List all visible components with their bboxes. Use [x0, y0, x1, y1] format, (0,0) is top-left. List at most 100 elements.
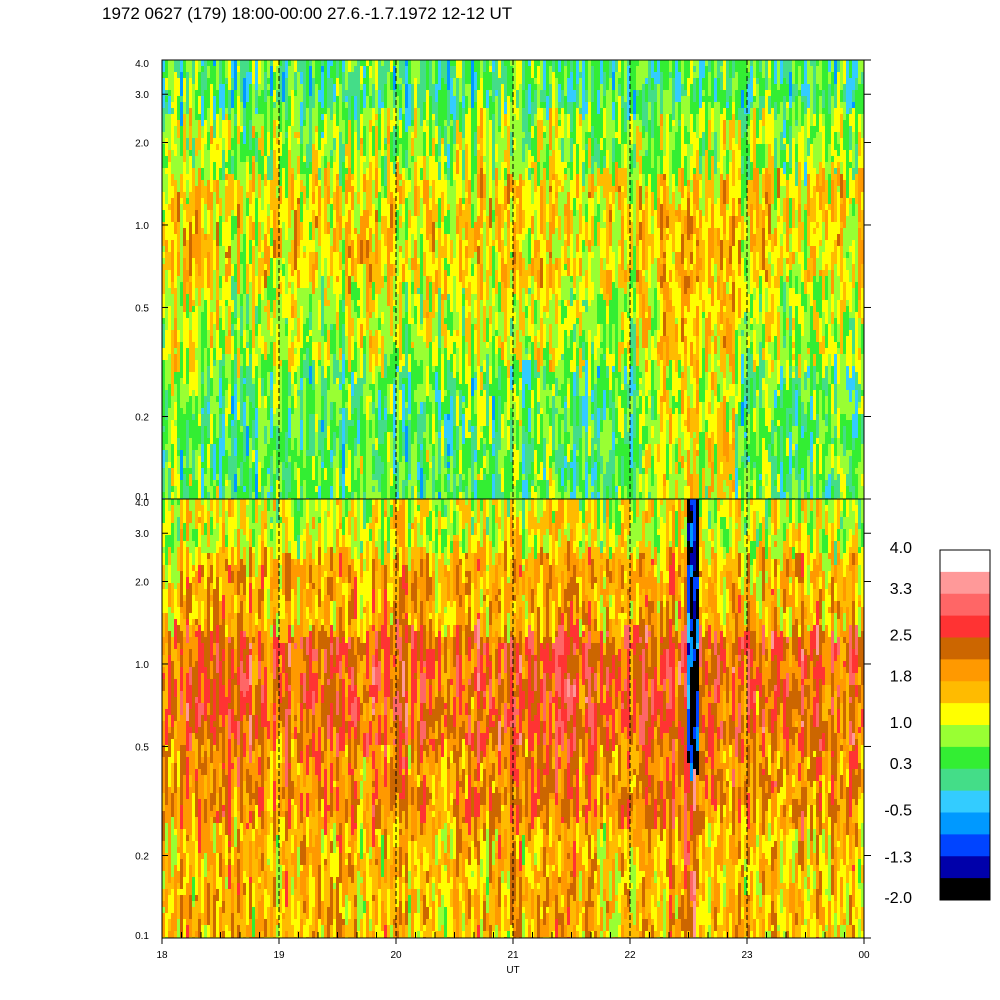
heatmap-cell	[459, 198, 463, 211]
heatmap-cell	[447, 300, 451, 331]
heatmap-cell	[444, 318, 448, 325]
heatmap-cell	[654, 294, 658, 325]
heatmap-cell	[183, 474, 187, 487]
heatmap-cell	[486, 300, 490, 319]
heatmap-cell	[729, 216, 733, 247]
heatmap-cell	[390, 228, 394, 253]
heatmap-cell	[699, 180, 703, 199]
heatmap-cell	[162, 264, 166, 295]
heatmap-cell	[396, 126, 400, 151]
heatmap-cell	[180, 198, 184, 205]
heatmap-cell	[621, 84, 625, 97]
heatmap-cell	[579, 414, 583, 439]
heatmap-cell	[321, 378, 325, 397]
heatmap-cell	[279, 204, 283, 229]
heatmap-cell	[513, 354, 517, 385]
heatmap-cell	[612, 72, 616, 91]
heatmap-cell	[414, 270, 418, 295]
heatmap-cell	[621, 288, 625, 313]
heatmap-cell	[450, 336, 454, 355]
heatmap-cell	[546, 168, 550, 181]
heatmap-cell	[243, 192, 247, 217]
heatmap-cell	[195, 282, 199, 289]
heatmap-cell	[435, 180, 439, 205]
heatmap-cell	[258, 216, 262, 223]
heatmap-cell	[486, 132, 490, 163]
heatmap-cell	[249, 414, 253, 439]
heatmap-cell	[252, 420, 256, 451]
heatmap-cell	[630, 468, 634, 481]
heatmap-cell	[360, 474, 364, 499]
heatmap-cell	[318, 90, 322, 97]
heatmap-cell	[531, 162, 535, 169]
heatmap-cell	[504, 342, 508, 367]
heatmap-cell	[678, 354, 682, 361]
heatmap-cell	[735, 216, 739, 229]
heatmap-cell	[381, 228, 385, 235]
heatmap-cell	[351, 360, 355, 367]
heatmap-cell	[618, 432, 622, 457]
heatmap-cell	[345, 444, 349, 451]
heatmap-cell	[546, 396, 550, 415]
heatmap-cell	[624, 210, 628, 241]
heatmap-cell	[267, 354, 271, 373]
heatmap-cell	[354, 96, 358, 121]
heatmap-cell	[444, 162, 448, 175]
heatmap-cell	[480, 60, 484, 79]
heatmap-cell	[468, 312, 472, 343]
heatmap-cell	[219, 276, 223, 289]
heatmap-cell	[384, 396, 388, 409]
heatmap-cell	[717, 198, 721, 205]
heatmap-cell	[528, 294, 532, 307]
heatmap-cell	[612, 372, 616, 397]
heatmap-cell	[609, 450, 613, 469]
heatmap-cell	[162, 192, 166, 211]
heatmap-cell	[522, 378, 526, 409]
heatmap-cell	[528, 432, 532, 445]
heatmap-cell	[537, 120, 541, 145]
heatmap-cell	[516, 120, 520, 127]
heatmap-cell	[633, 282, 637, 289]
heatmap-cell	[525, 90, 529, 121]
heatmap-cell	[555, 78, 559, 103]
heatmap-cell	[348, 246, 352, 259]
heatmap-cell	[534, 240, 538, 259]
heatmap-cell	[513, 180, 517, 205]
heatmap-cells	[162, 60, 865, 500]
heatmap-cell	[276, 126, 280, 139]
heatmap-cell	[453, 426, 457, 451]
heatmap-cell	[750, 138, 754, 163]
heatmap-cell	[711, 462, 715, 493]
heatmap-cell	[243, 348, 247, 379]
heatmap-cell	[300, 324, 304, 349]
heatmap-cell	[312, 240, 316, 253]
heatmap-cell	[684, 384, 688, 391]
heatmap-cell	[636, 282, 640, 295]
heatmap-cell	[315, 210, 319, 217]
heatmap-cell	[204, 174, 208, 187]
heatmap-cell	[393, 438, 397, 445]
heatmap-cell	[174, 60, 178, 73]
heatmap-cell	[537, 60, 541, 67]
heatmap-cell	[633, 324, 637, 355]
heatmap-cell	[627, 264, 631, 283]
heatmap-cell	[399, 486, 403, 500]
heatmap-cell	[651, 168, 655, 193]
heatmap-cell	[615, 408, 619, 439]
heatmap-cell	[681, 84, 685, 97]
heatmap-cell	[402, 384, 406, 409]
heatmap-cell	[273, 366, 277, 385]
heatmap-cell	[687, 342, 691, 367]
heatmap-cell	[423, 438, 427, 445]
heatmap-cell	[195, 138, 199, 157]
heatmap-cell	[744, 240, 748, 259]
heatmap-cell	[192, 216, 196, 235]
heatmap-cell	[495, 312, 499, 325]
heatmap-cell	[630, 90, 634, 115]
heatmap-cell	[567, 246, 571, 259]
heatmap-cell	[243, 396, 247, 403]
heatmap-cell	[675, 312, 679, 319]
heatmap-cell	[498, 282, 502, 313]
heatmap-cell	[729, 366, 733, 373]
heatmap-cell	[537, 444, 541, 475]
